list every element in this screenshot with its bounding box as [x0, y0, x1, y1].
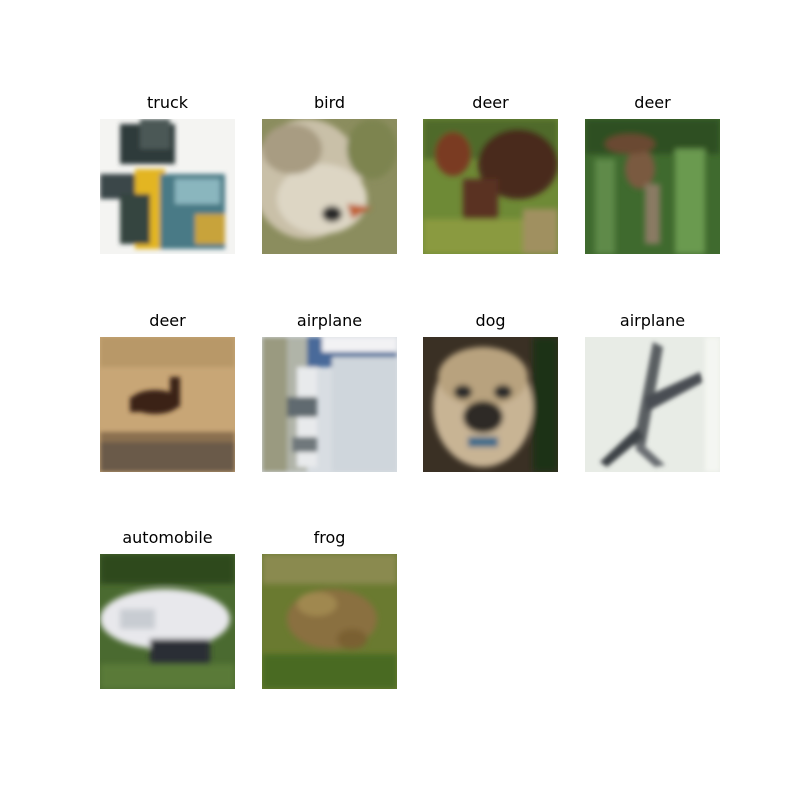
- image-label: airplane: [619, 311, 686, 330]
- image-label: bird: [313, 93, 346, 112]
- truck-image: [100, 119, 235, 254]
- image-label: frog: [313, 528, 346, 547]
- image-label: deer: [149, 311, 186, 330]
- image-label: deer: [472, 93, 509, 112]
- airplane-image: [585, 337, 720, 472]
- deer-image: [423, 119, 558, 254]
- deer-image: [585, 119, 720, 254]
- image-label: automobile: [122, 528, 213, 547]
- image-label: airplane: [296, 311, 363, 330]
- image-label: deer: [634, 93, 671, 112]
- bird-image: [262, 119, 397, 254]
- dog-image: [423, 337, 558, 472]
- frog-image: [262, 554, 397, 689]
- airplane-image: [262, 337, 397, 472]
- automobile-image: [100, 554, 235, 689]
- image-label: dog: [475, 311, 506, 330]
- deer-image: [100, 337, 235, 472]
- image-label: truck: [146, 93, 189, 112]
